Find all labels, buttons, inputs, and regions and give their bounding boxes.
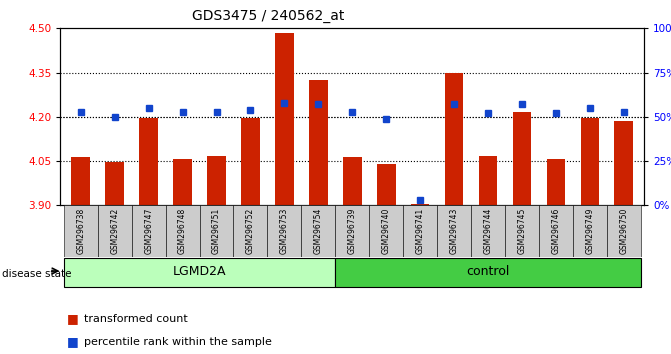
FancyBboxPatch shape — [471, 205, 505, 257]
FancyBboxPatch shape — [199, 205, 234, 257]
Bar — [547, 159, 565, 205]
Bar — [71, 157, 90, 205]
Text: GSM296753: GSM296753 — [280, 208, 289, 254]
Bar — [513, 112, 531, 205]
Text: GSM296751: GSM296751 — [212, 208, 221, 254]
Text: GSM296738: GSM296738 — [76, 208, 85, 254]
Text: GSM296752: GSM296752 — [246, 208, 255, 254]
Bar — [411, 204, 429, 205]
Text: transformed count: transformed count — [84, 314, 188, 324]
Text: ■: ■ — [67, 312, 79, 325]
Text: disease state: disease state — [2, 269, 72, 279]
Text: GSM296743: GSM296743 — [450, 208, 458, 254]
FancyBboxPatch shape — [336, 205, 369, 257]
Bar — [445, 73, 464, 205]
Bar — [173, 159, 192, 205]
Text: GSM296745: GSM296745 — [517, 208, 527, 254]
Text: GSM296748: GSM296748 — [178, 208, 187, 254]
FancyBboxPatch shape — [301, 205, 336, 257]
Text: GSM296750: GSM296750 — [619, 208, 628, 254]
FancyBboxPatch shape — [268, 205, 301, 257]
Text: GSM296746: GSM296746 — [552, 208, 560, 254]
Bar — [275, 33, 294, 205]
FancyBboxPatch shape — [166, 205, 199, 257]
Bar — [615, 121, 633, 205]
FancyBboxPatch shape — [336, 258, 641, 287]
Text: GSM296740: GSM296740 — [382, 208, 391, 254]
Text: LGMD2A: LGMD2A — [173, 266, 226, 279]
FancyBboxPatch shape — [64, 205, 98, 257]
Text: GSM296749: GSM296749 — [585, 208, 595, 254]
FancyBboxPatch shape — [132, 205, 166, 257]
Bar — [105, 162, 124, 205]
FancyBboxPatch shape — [505, 205, 539, 257]
Text: GSM296741: GSM296741 — [415, 208, 425, 254]
FancyBboxPatch shape — [607, 205, 641, 257]
Text: GSM296744: GSM296744 — [484, 208, 493, 254]
Text: GSM296742: GSM296742 — [110, 208, 119, 254]
Bar — [140, 118, 158, 205]
Text: control: control — [466, 266, 510, 279]
Bar — [309, 80, 327, 205]
FancyBboxPatch shape — [539, 205, 573, 257]
Bar — [478, 156, 497, 205]
Text: percentile rank within the sample: percentile rank within the sample — [84, 337, 272, 347]
Bar — [377, 164, 395, 205]
FancyBboxPatch shape — [98, 205, 132, 257]
FancyBboxPatch shape — [437, 205, 471, 257]
Bar — [343, 156, 362, 205]
Text: ■: ■ — [67, 335, 79, 348]
Bar — [207, 156, 226, 205]
FancyBboxPatch shape — [403, 205, 437, 257]
Text: GSM296754: GSM296754 — [314, 208, 323, 254]
Text: GSM296747: GSM296747 — [144, 208, 153, 254]
FancyBboxPatch shape — [369, 205, 403, 257]
FancyBboxPatch shape — [573, 205, 607, 257]
FancyBboxPatch shape — [234, 205, 268, 257]
Bar — [241, 118, 260, 205]
Bar — [580, 118, 599, 205]
FancyBboxPatch shape — [64, 258, 336, 287]
Text: GDS3475 / 240562_at: GDS3475 / 240562_at — [192, 9, 345, 23]
Text: GSM296739: GSM296739 — [348, 208, 357, 254]
